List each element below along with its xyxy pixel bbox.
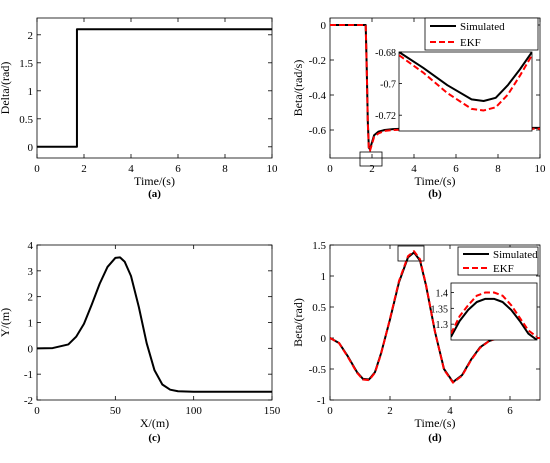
x-tick-label: 0 bbox=[34, 405, 40, 417]
y-tick-label: 0 bbox=[28, 343, 34, 355]
x-tick-label: 4 bbox=[411, 163, 417, 175]
x-tick-label: 4 bbox=[447, 405, 453, 417]
x-axis-label: X/(m) bbox=[140, 416, 169, 430]
x-tick-label: 150 bbox=[264, 405, 281, 417]
legend-entry-label: EKF bbox=[493, 263, 514, 275]
x-axis-label: Time/(s) bbox=[415, 174, 456, 188]
subfigure-caption: (c) bbox=[148, 432, 161, 444]
legend: Simulated EKF bbox=[457, 246, 539, 276]
inset-y-tick-label: -0.7 bbox=[380, 80, 396, 91]
series-group bbox=[37, 256, 272, 393]
y-tick-label: 1.5 bbox=[312, 240, 326, 252]
inset-y-tick-label: 1.3 bbox=[436, 320, 449, 331]
y-tick-label: 0 bbox=[321, 333, 327, 345]
y-axis-label: Beta/(rad/s) bbox=[291, 60, 305, 117]
x-tick-label: 6 bbox=[507, 405, 513, 417]
x-tick-label: 0 bbox=[34, 163, 40, 175]
zoom-region-box bbox=[397, 245, 425, 262]
x-axis-label: Time/(s) bbox=[134, 174, 175, 188]
y-tick-label: -0.5 bbox=[309, 364, 327, 376]
x-axis-label: Time/(s) bbox=[415, 416, 456, 430]
series-group bbox=[37, 28, 272, 148]
x-tick-label: 2 bbox=[81, 163, 87, 175]
plot-area bbox=[36, 17, 273, 159]
y-tick-label: 2 bbox=[28, 30, 34, 42]
chart-panel-b: 0 2 4 6 8 10 0 -0.2 -0.4 -0.6 Time/(s) Beta/(rad/s)… bbox=[291, 17, 547, 200]
main-series-line bbox=[37, 28, 272, 148]
y-tick-label: 0.5 bbox=[312, 302, 326, 314]
y-tick-label: 0.5 bbox=[19, 114, 33, 126]
y-axis-label: Delta/(rad) bbox=[0, 62, 12, 115]
y-tick-label: -0.2 bbox=[309, 55, 326, 67]
legend-box bbox=[424, 17, 539, 51]
x-tick-label: 0 bbox=[327, 163, 333, 175]
y-axis-label: Y/(m) bbox=[0, 308, 12, 337]
legend: Simulated EKF bbox=[424, 17, 539, 51]
inset-series-line bbox=[451, 297, 537, 340]
y-tick-label: 4 bbox=[28, 240, 34, 252]
y-tick-label: 1 bbox=[321, 271, 327, 283]
plot-area bbox=[36, 244, 273, 401]
inset-y-tick-label: 1.35 bbox=[431, 304, 449, 315]
legend-box bbox=[457, 246, 539, 276]
y-tick-label: 3 bbox=[28, 266, 34, 278]
series-group bbox=[330, 250, 540, 384]
inset-series-group bbox=[399, 52, 532, 112]
inset-plot: 1.3 1.35 1.4 bbox=[431, 282, 538, 341]
inset-y-tick-label: -0.68 bbox=[375, 48, 396, 59]
inset-y-tick-label: 1.4 bbox=[436, 289, 449, 300]
y-tick-label: -1 bbox=[317, 395, 326, 407]
main-series-line bbox=[330, 250, 540, 384]
inset-y-tick-label: -0.72 bbox=[375, 111, 396, 122]
legend-entry-label: Simulated bbox=[493, 249, 538, 261]
subfigure-caption: (d) bbox=[428, 432, 442, 444]
x-tick-label: 10 bbox=[267, 163, 279, 175]
inset-plot: -0.68 -0.7 -0.72 bbox=[375, 48, 533, 132]
y-tick-label: 1 bbox=[28, 318, 34, 330]
x-tick-label: 8 bbox=[495, 163, 501, 175]
x-tick-label: 6 bbox=[175, 163, 181, 175]
inset-series-group bbox=[451, 291, 537, 340]
chart-panel-d: 0 2 4 6 -1 -0.5 0 0.5 1 1.5 Time/(s) Beta/(rad) (d) 1… bbox=[291, 240, 541, 444]
subfigure-caption: (b) bbox=[428, 188, 442, 200]
y-tick-label: 1 bbox=[28, 86, 34, 98]
main-series-line bbox=[37, 256, 272, 393]
y-tick-label: -2 bbox=[24, 395, 33, 407]
x-tick-label: 6 bbox=[453, 163, 459, 175]
x-tick-label: 50 bbox=[110, 405, 122, 417]
x-tick-label: 10 bbox=[535, 163, 547, 175]
y-tick-label: -0.6 bbox=[309, 125, 327, 137]
x-tick-label: 2 bbox=[387, 405, 393, 417]
inset-series-line bbox=[451, 291, 537, 338]
y-tick-label: -1 bbox=[24, 369, 33, 381]
y-tick-label: -0.4 bbox=[309, 90, 327, 102]
legend-entry-label: EKF bbox=[460, 37, 481, 49]
y-axis-label: Beta/(rad) bbox=[291, 298, 305, 347]
x-tick-label: 2 bbox=[369, 163, 375, 175]
zoom-region-box bbox=[359, 151, 383, 167]
subfigure-caption: (a) bbox=[148, 188, 161, 200]
y-tick-label: 2 bbox=[28, 292, 34, 304]
x-tick-label: 4 bbox=[128, 163, 134, 175]
chart-panel-a: 0 2 4 6 8 10 0 0.5 1 1.5 2 Time/(s) Delta/(rad) (a) bbox=[0, 17, 279, 200]
legend-entry-label: Simulated bbox=[460, 21, 505, 33]
inset-series-line bbox=[399, 52, 532, 102]
y-tick-label: 1.5 bbox=[19, 58, 33, 70]
x-tick-label: 8 bbox=[222, 163, 228, 175]
inset-series-line bbox=[399, 54, 532, 112]
y-tick-label: 0 bbox=[28, 142, 34, 154]
y-tick-label: 0 bbox=[321, 20, 327, 32]
chart-panel-c: 0 50 100 150 -2 -1 0 1 2 3 4 X/(m) Y/(m) (c) bbox=[0, 240, 281, 444]
x-tick-label: 100 bbox=[185, 405, 202, 417]
x-tick-label: 0 bbox=[327, 405, 333, 417]
